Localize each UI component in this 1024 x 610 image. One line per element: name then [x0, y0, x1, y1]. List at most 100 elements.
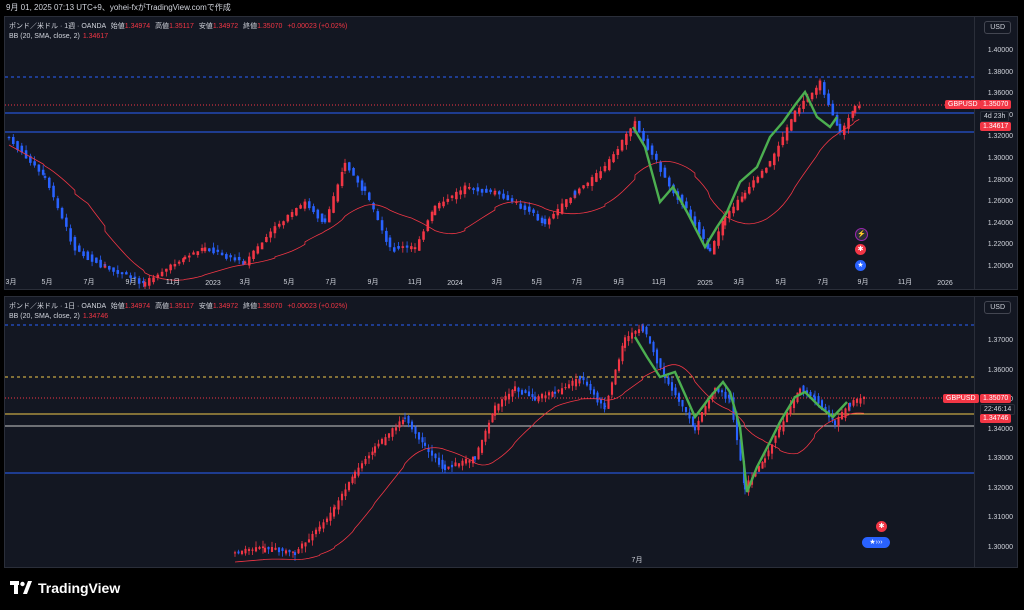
uk-flag-icon[interactable]: ✱ [855, 244, 866, 255]
currency-button[interactable]: USD [984, 301, 1011, 314]
candle [603, 166, 607, 168]
candle [263, 547, 267, 553]
time-tick: 7月 [817, 279, 829, 286]
candle [697, 420, 700, 431]
candle [73, 236, 77, 247]
candle [65, 217, 68, 227]
candle [704, 406, 707, 415]
candle [251, 549, 254, 551]
candle [233, 552, 237, 554]
uk-flag-icon[interactable]: ✱ [876, 521, 887, 532]
candle [73, 246, 77, 251]
candle [325, 518, 329, 523]
candle [182, 258, 185, 263]
candle [192, 252, 195, 255]
bb-indicator-legend[interactable]: BB (20, SMA, close, 2) 1.34617 [9, 33, 108, 40]
candle [367, 455, 371, 459]
candle [844, 408, 847, 418]
time-tick: 7月 [83, 279, 95, 286]
candle [247, 548, 251, 552]
candle [560, 203, 564, 214]
countdown-tag: 4d 23h [980, 111, 1010, 122]
candle [247, 256, 251, 266]
candle [789, 405, 792, 415]
time-tick: 3月 [5, 279, 17, 286]
time-tick: 7月 [631, 557, 643, 564]
candle [677, 393, 681, 402]
candle [633, 121, 637, 124]
candle [520, 390, 524, 395]
candle [450, 195, 454, 198]
screenshot-caption: 9月 01, 2025 07:13 UTC+9、yohei-fxがTrading… [6, 3, 231, 12]
candle [540, 393, 544, 399]
candle [254, 547, 258, 552]
tradingview-logo-icon [10, 581, 32, 594]
candle [752, 180, 755, 188]
bb-indicator-legend[interactable]: BB (20, SMA, close, 2) 1.34746 [9, 313, 108, 320]
candle [56, 198, 60, 209]
close-label: 終値 [243, 303, 258, 310]
change-value: +0.00023 (+0.02%) [287, 23, 348, 30]
candle [582, 376, 585, 381]
daily-chart-pane[interactable]: ポンド／米ドル · 1日 · OANDA 始値1.34974 高値1.35117… [4, 296, 1018, 568]
daily-price-axis[interactable]: USD 1.370001.360001.350001.340001.330001… [974, 297, 1017, 567]
currency-button[interactable]: USD [984, 21, 1011, 34]
price-tick: 1.33000 [987, 455, 1013, 462]
candle [484, 430, 487, 442]
daily-ohlc-legend: ポンド／米ドル · 1日 · OANDA 始値1.34974 高値1.35117… [9, 301, 347, 311]
bb-label: BB (20, SMA, close, 2) [9, 33, 80, 40]
candle [463, 185, 467, 189]
candle [833, 420, 837, 425]
price-tick: 1.30000 [987, 543, 1013, 551]
candle [493, 190, 497, 193]
candle [812, 395, 816, 398]
candle [351, 476, 354, 484]
us-events-icon[interactable]: ★››› [862, 537, 890, 548]
time-tick: 11月 [407, 279, 423, 286]
candle [314, 529, 318, 535]
candle [323, 218, 327, 223]
price-tag: 1.35070 [980, 100, 1012, 109]
us-flag-icon[interactable]: ★ [855, 260, 866, 271]
price-tick: 1.34000 [987, 425, 1013, 433]
time-tick: 5月 [531, 279, 543, 286]
weekly-chart-canvas[interactable] [5, 17, 975, 289]
candle [815, 87, 818, 95]
candle [637, 329, 641, 334]
candle [824, 406, 827, 411]
candle [307, 201, 311, 209]
candle [203, 247, 207, 252]
candle [403, 417, 407, 419]
candle [517, 387, 520, 392]
open-value: 1.34974 [124, 303, 151, 310]
candle [547, 218, 551, 225]
candle [813, 396, 817, 401]
candle [689, 209, 692, 219]
candle [792, 399, 796, 409]
candle [507, 393, 511, 400]
candle [37, 164, 41, 172]
candle [90, 254, 94, 262]
candle [260, 242, 264, 250]
candle [367, 192, 371, 200]
candle [571, 380, 574, 386]
bb-label: BB (20, SMA, close, 2) [9, 313, 80, 320]
daily-chart-canvas[interactable] [5, 297, 975, 567]
candle [642, 130, 645, 141]
lightning-icon[interactable]: ⚡ [855, 228, 868, 241]
candle [513, 386, 517, 392]
weekly-price-axis[interactable]: USD 1.400001.380001.360001.340001.320001… [974, 17, 1017, 289]
candle [476, 187, 480, 192]
candle [617, 359, 621, 371]
candle [721, 220, 725, 236]
candle [77, 245, 81, 252]
candle [377, 443, 380, 447]
candle [297, 549, 300, 554]
weekly-chart-pane[interactable]: ポンド／米ドル · 1週 · OANDA 始値1.34974 高値1.35117… [4, 16, 1018, 290]
candle [332, 196, 335, 213]
candle [187, 255, 191, 258]
candle [142, 280, 145, 284]
candle [33, 161, 36, 166]
candle [655, 349, 659, 364]
symbol-tag: GBPUSD [945, 100, 981, 109]
